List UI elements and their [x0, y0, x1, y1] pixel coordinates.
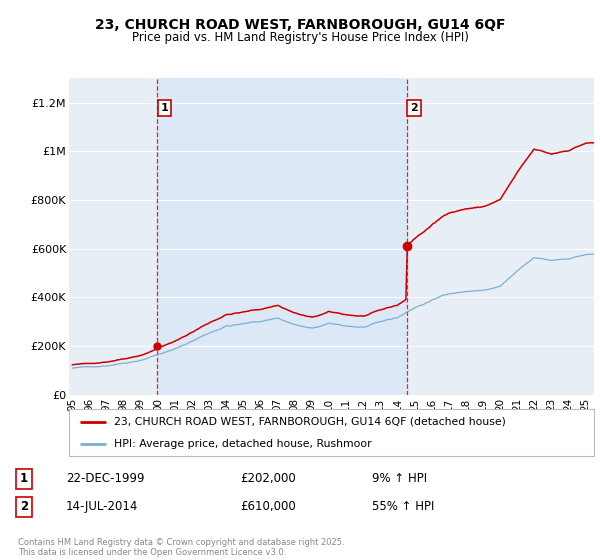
Text: 2: 2 — [410, 102, 418, 113]
Text: 23, CHURCH ROAD WEST, FARNBOROUGH, GU14 6QF: 23, CHURCH ROAD WEST, FARNBOROUGH, GU14 … — [95, 18, 505, 32]
Text: 1: 1 — [161, 102, 169, 113]
Text: 9% ↑ HPI: 9% ↑ HPI — [372, 472, 427, 486]
Text: £610,000: £610,000 — [240, 500, 296, 514]
Text: 23, CHURCH ROAD WEST, FARNBOROUGH, GU14 6QF (detached house): 23, CHURCH ROAD WEST, FARNBOROUGH, GU14 … — [113, 417, 505, 427]
Text: Contains HM Land Registry data © Crown copyright and database right 2025.
This d: Contains HM Land Registry data © Crown c… — [18, 538, 344, 557]
Text: 22-DEC-1999: 22-DEC-1999 — [66, 472, 145, 486]
Text: 1: 1 — [20, 472, 28, 486]
Bar — [157, 78, 407, 395]
Text: HPI: Average price, detached house, Rushmoor: HPI: Average price, detached house, Rush… — [113, 438, 371, 449]
Text: 2: 2 — [20, 500, 28, 514]
Text: 55% ↑ HPI: 55% ↑ HPI — [372, 500, 434, 514]
Text: Price paid vs. HM Land Registry's House Price Index (HPI): Price paid vs. HM Land Registry's House … — [131, 31, 469, 44]
Text: £202,000: £202,000 — [240, 472, 296, 486]
Text: 14-JUL-2014: 14-JUL-2014 — [66, 500, 139, 514]
